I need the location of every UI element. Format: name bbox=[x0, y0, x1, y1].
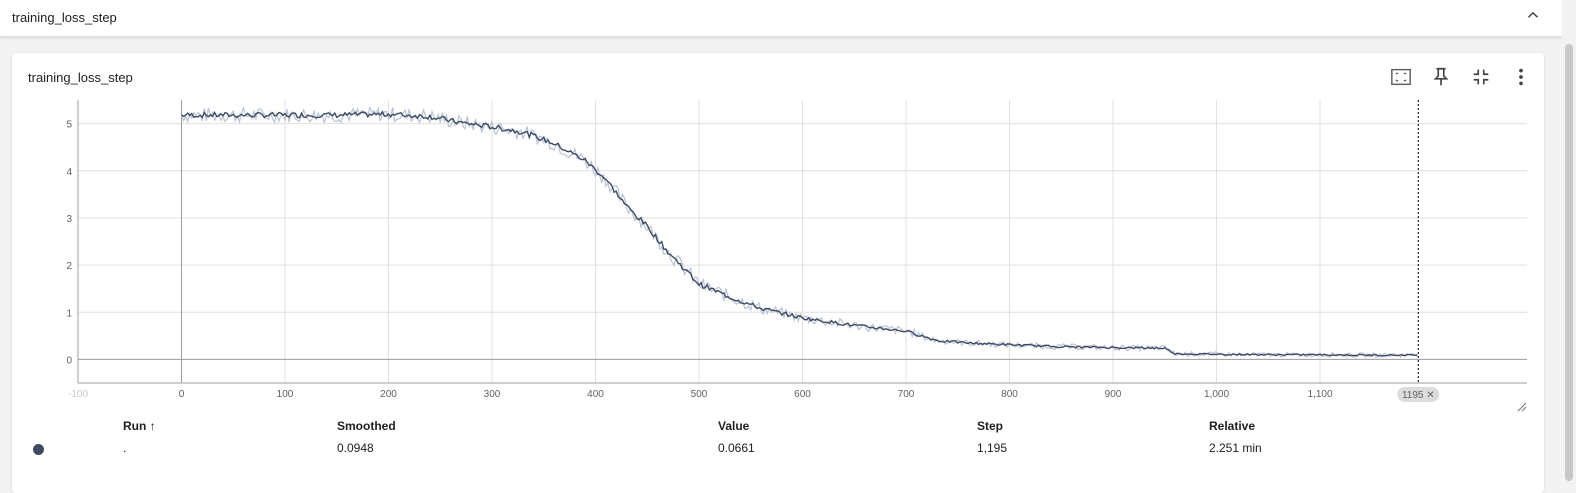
more-vert-icon[interactable] bbox=[1510, 66, 1532, 88]
loss-line-chart[interactable]: -100 0 100 200 300 400 500 600 700 800 900 1,000 1,1… bbox=[0, 0, 1576, 481]
x-tick-label: 0 bbox=[179, 389, 185, 400]
x-tick-label: 600 bbox=[794, 389, 811, 400]
x-tick-label: 200 bbox=[380, 389, 397, 400]
run-name: . bbox=[123, 441, 127, 455]
group-title: training_loss_step bbox=[12, 10, 117, 25]
y-tick-label: 2 bbox=[66, 261, 72, 272]
x-tick-label: 400 bbox=[587, 389, 604, 400]
relative-time: 2.251 min bbox=[1209, 441, 1262, 455]
smoothed-value: 0.0948 bbox=[337, 441, 374, 455]
x-tick-label: 1,100 bbox=[1307, 389, 1332, 400]
step-marker-label: 1195 ✕ bbox=[1402, 390, 1435, 401]
header-run[interactable]: Run ↑ bbox=[123, 419, 156, 433]
raw-loss-series bbox=[180, 105, 1418, 359]
x-tick-label: 300 bbox=[484, 389, 501, 400]
x-tick-label: 1,000 bbox=[1204, 389, 1229, 400]
x-tick-label: -100 bbox=[68, 389, 88, 400]
collapse-card-icon[interactable] bbox=[1470, 66, 1492, 88]
y-tick-label: 1 bbox=[66, 308, 72, 319]
header-step: Step bbox=[977, 419, 1004, 433]
header-relative: Relative bbox=[1209, 419, 1256, 433]
resize-handle-icon[interactable] bbox=[1517, 402, 1527, 412]
raw-value: 0.0661 bbox=[718, 441, 755, 455]
x-tick-label: 800 bbox=[1001, 389, 1018, 400]
card-title: training_loss_step bbox=[28, 70, 133, 85]
group-header: training_loss_step bbox=[0, 0, 1562, 37]
scrollbar-thumb[interactable] bbox=[1565, 44, 1573, 481]
header-smoothed: Smoothed bbox=[337, 419, 396, 433]
fit-domain-icon[interactable] bbox=[1390, 66, 1412, 88]
y-tick-label: 0 bbox=[66, 355, 72, 366]
y-tick-label: 5 bbox=[66, 120, 72, 131]
x-tick-label: 100 bbox=[277, 389, 294, 400]
run-color-dot bbox=[33, 444, 44, 455]
step-marker-chip[interactable] bbox=[1397, 387, 1440, 402]
chevron-up-icon[interactable] bbox=[1524, 6, 1542, 24]
step-value: 1,195 bbox=[977, 441, 1008, 455]
smoothed-loss-series bbox=[181, 110, 1418, 357]
x-tick-label: 700 bbox=[898, 389, 915, 400]
pin-icon[interactable] bbox=[1430, 66, 1452, 88]
y-tick-label: 3 bbox=[66, 214, 72, 225]
y-tick-label: 4 bbox=[66, 167, 72, 178]
header-value: Value bbox=[718, 419, 750, 433]
x-tick-label: 900 bbox=[1105, 389, 1122, 400]
x-tick-label: 500 bbox=[691, 389, 708, 400]
chart-card bbox=[12, 53, 1544, 493]
